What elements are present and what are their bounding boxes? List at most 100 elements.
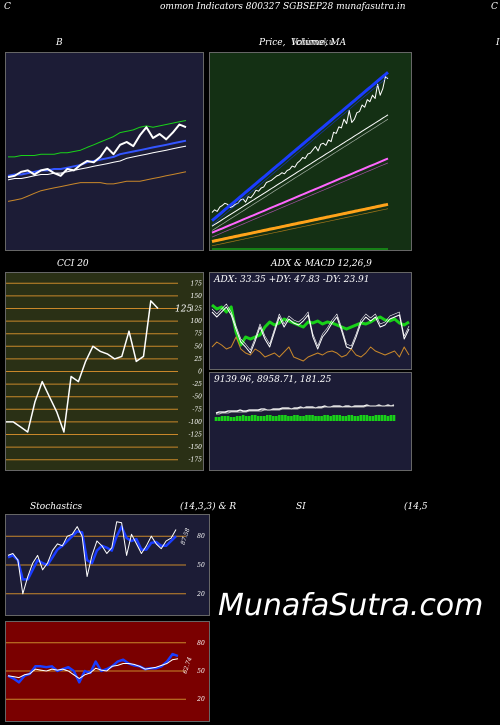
macd-histogram-bar (311, 415, 314, 421)
macd-histogram-bar (344, 416, 348, 421)
macd-histogram-bar (320, 416, 323, 421)
macd-histogram-bar (253, 415, 257, 421)
macd-histogram-bar (238, 416, 242, 421)
macd-histogram-bar (299, 416, 302, 421)
adx-macd-title: ADX & MACD 12,26,9 (271, 259, 372, 269)
bollinger-price-line (7, 123, 187, 179)
bollinger-middle-b-line (7, 145, 187, 181)
macd-histogram-bar (326, 415, 329, 421)
rsi-value-label: 62.74 (182, 656, 194, 675)
price-ma-orange-shadow-line (211, 208, 389, 247)
cci-tick-label: -75 (192, 406, 202, 413)
price-panel (209, 52, 412, 251)
macd-histogram-bar (232, 417, 236, 421)
macd-histogram-bar (362, 415, 366, 421)
adx-label: ADX: 33.35 +DY: 47.83 -DY: 23.91 (214, 275, 370, 285)
macd-histogram-bar (359, 415, 363, 421)
bollinger-middle-a-line (7, 139, 187, 177)
macd-histogram-bar (214, 417, 218, 421)
macd-histogram-bar (223, 416, 227, 421)
price-ma-blue-line (211, 71, 389, 222)
macd-panel: 9139.96, 8958.71, 181.25 (209, 372, 412, 471)
macd-histogram-bar (377, 415, 381, 421)
adx-minus-di-orange-line (211, 336, 410, 362)
page-title: ommon Indicators 800327 SGBSEP28 munafas… (160, 2, 406, 12)
cci-tick-label: -150 (189, 444, 203, 451)
macd-histogram-bar (371, 416, 375, 421)
macd-histogram-bar (383, 415, 387, 421)
rsi-title: SI (296, 502, 306, 512)
macd-chart (214, 404, 396, 421)
cci-tick-label: 50 (194, 343, 202, 350)
macd-histogram-bar (374, 415, 378, 421)
macd-histogram-bar (265, 415, 269, 421)
stoch-d-blue-line (7, 525, 177, 581)
macd-histogram-bar (350, 415, 354, 421)
macd-histogram-bar (368, 416, 372, 421)
cci-tick-label: 100 (191, 318, 203, 325)
macd-histogram-bar (386, 416, 390, 421)
macd-histogram-bar (262, 416, 266, 421)
cci-tick-label: -100 (189, 419, 203, 426)
price-ma-orange-line (211, 202, 389, 243)
cci-tick-label: -50 (192, 394, 202, 401)
header-left-letter: C (4, 2, 11, 12)
price-ma-pink-shadow-line (211, 162, 389, 238)
macd-histogram-bar (296, 415, 299, 421)
macd-histogram-bar (314, 416, 317, 421)
macd-histogram-bar (335, 415, 338, 421)
price-ma-white-line (211, 114, 389, 227)
cci-title: CCI 20 (57, 259, 89, 269)
stochastics-chart: 80 50 20 87.58 (6, 521, 205, 598)
macd-histogram-bar (341, 416, 345, 421)
cci-tick-label: -175 (189, 457, 203, 464)
adx-panel: ADX: 33.35 +DY: 47.83 -DY: 23.91 (209, 272, 412, 370)
bollinger-panel (5, 52, 204, 251)
macd-histogram-bar (220, 416, 224, 421)
rsi-panel: 80 50 20 62.74 (5, 621, 210, 722)
macd-histogram-bar (247, 416, 251, 421)
cci-chart: 175 150 125 100 75 50 25 0 -25 -50 -75 -100 -125 -150… (6, 280, 203, 464)
macd-histogram-bar (290, 416, 293, 421)
macd-histogram-bar (392, 415, 396, 421)
macd-histogram-bar (380, 415, 384, 421)
macd-histogram-bar (323, 415, 326, 421)
macd-histogram-bar (356, 416, 360, 421)
macd-histogram-bar (389, 415, 393, 421)
macd-histogram-bar (217, 417, 221, 421)
macd-histogram-bar (275, 416, 278, 421)
cci-tick-label: -125 (189, 432, 203, 439)
macd-histogram-bar (338, 415, 341, 421)
stoch-k-white-line (7, 521, 177, 595)
macd-histogram-bar (329, 416, 332, 421)
price-overlay-title: Volume, MA (291, 38, 347, 48)
macd-histogram-bar (305, 415, 308, 421)
bollinger-title: B (56, 38, 63, 48)
stoch-title: Stochastics (30, 502, 83, 512)
price-ma-blue-shadow-line (211, 76, 389, 226)
price-ma-white-shadow-line (211, 118, 389, 231)
macd-histogram-bar (272, 416, 275, 421)
cci-value-label: 125 (175, 305, 192, 315)
rsi-chart: 80 50 20 62.74 (6, 640, 205, 703)
macd-histogram-bar (259, 416, 263, 421)
macd-histogram-bar (365, 415, 369, 421)
rsi-tick-label: 80 (197, 640, 205, 647)
cci-tick-label: -25 (192, 381, 202, 388)
stoch-tick-label: 80 (197, 533, 205, 540)
macd-histogram-bar (235, 416, 239, 421)
macd-histogram-bar (269, 415, 272, 421)
stoch-value-label: 87.58 (180, 527, 192, 546)
stoch-tick-label: 50 (197, 562, 205, 569)
far-right-title: I (496, 38, 500, 48)
macd-histogram-bar (332, 415, 335, 421)
macd-histogram-bar (347, 415, 351, 421)
price-overlay-title-2: Ichimoku (292, 38, 335, 48)
cci-panel: 175 150 125 100 75 50 25 0 -25 -50 -75 -100 -125 -150… (5, 272, 204, 471)
macd-histogram-bar (226, 416, 230, 421)
macd-histogram-bar (317, 416, 320, 421)
macd-histogram-bar (308, 415, 311, 421)
bollinger-lower-line (7, 171, 187, 202)
macd-histogram-bar (284, 415, 287, 421)
bollinger-chart (7, 120, 187, 202)
